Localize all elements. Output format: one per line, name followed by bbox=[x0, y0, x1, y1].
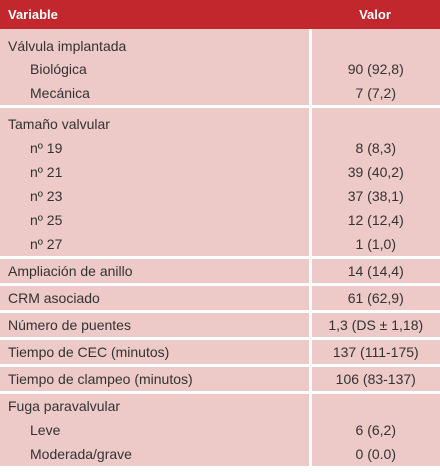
table-row: nº 19 8 (8,3) bbox=[0, 136, 440, 160]
table-row: Fuga paravalvular bbox=[0, 392, 440, 419]
row-label: Moderada/grave bbox=[0, 442, 312, 466]
row-label: nº 21 bbox=[0, 160, 312, 184]
row-value: 14 (14,4) bbox=[310, 257, 440, 286]
row-label: Ampliación de anillo bbox=[0, 257, 312, 286]
row-label: Mecánica bbox=[0, 81, 312, 108]
row-value: 39 (40,2) bbox=[347, 164, 404, 180]
row-value: 7 (7,2) bbox=[310, 81, 440, 108]
table-row: Número de puentes 1,3 (DS ± 1,18) bbox=[0, 311, 440, 340]
table-header-row: Variable Valor bbox=[0, 0, 440, 29]
row-label: Biológica bbox=[0, 57, 312, 81]
table-row: nº 25 12 (12,4) bbox=[0, 208, 440, 232]
row-label: nº 19 bbox=[0, 136, 312, 160]
row-value: 8 (8,3) bbox=[355, 140, 396, 156]
row-value bbox=[310, 29, 440, 57]
row-value: 1,3 (DS ± 1,18) bbox=[310, 311, 440, 340]
row-value: 106 (83-137) bbox=[310, 365, 440, 394]
table-row: nº 27 1 (1,0) bbox=[0, 232, 440, 259]
table-row: Tiempo de clampeo (minutos) 106 (83-137) bbox=[0, 365, 440, 394]
row-value: 0 (0.0) bbox=[355, 446, 396, 462]
row-label: Fuga paravalvular bbox=[0, 392, 312, 418]
row-label: nº 27 bbox=[0, 232, 312, 259]
row-label: CRM asociado bbox=[0, 284, 312, 313]
header-variable: Variable bbox=[8, 7, 58, 22]
row-label: nº 23 bbox=[0, 184, 312, 208]
table-row: nº 23 37 (38,1) bbox=[0, 184, 440, 208]
row-value: 6 (6,2) bbox=[355, 422, 396, 438]
table-row: Leve 6 (6,2) bbox=[0, 418, 440, 442]
row-value bbox=[310, 107, 440, 137]
row-value: 90 (92,8) bbox=[347, 61, 404, 77]
row-value bbox=[310, 393, 440, 419]
table-row: Moderada/grave 0 (0.0) bbox=[0, 442, 440, 466]
table-row: nº 21 39 (40,2) bbox=[0, 160, 440, 184]
row-label: Válvula implantada bbox=[0, 29, 312, 57]
header-value: Valor bbox=[359, 7, 391, 22]
row-value: 12 (12,4) bbox=[347, 212, 404, 228]
row-label: Leve bbox=[0, 418, 312, 442]
row-label: Tamaño valvular bbox=[0, 106, 312, 136]
table-row: Ampliación de anillo 14 (14,4) bbox=[0, 257, 440, 286]
table-row: Válvula implantada bbox=[0, 29, 440, 57]
row-label: nº 25 bbox=[0, 208, 312, 232]
row-value: 37 (38,1) bbox=[347, 188, 404, 204]
table-row: Tamaño valvular bbox=[0, 106, 440, 137]
table-row: CRM asociado 61 (62,9) bbox=[0, 284, 440, 313]
row-label: Tiempo de CEC (minutos) bbox=[0, 338, 312, 367]
table-row: Biológica 90 (92,8) bbox=[0, 57, 440, 81]
row-label: Tiempo de clampeo (minutos) bbox=[0, 365, 312, 394]
row-value: 1 (1,0) bbox=[310, 232, 440, 259]
row-value: 61 (62,9) bbox=[310, 284, 440, 313]
table-row: Tiempo de CEC (minutos) 137 (111-175) bbox=[0, 338, 440, 367]
table-row: Mecánica 7 (7,2) bbox=[0, 81, 440, 108]
row-label: Número de puentes bbox=[0, 311, 312, 340]
row-value: 137 (111-175) bbox=[310, 338, 440, 367]
